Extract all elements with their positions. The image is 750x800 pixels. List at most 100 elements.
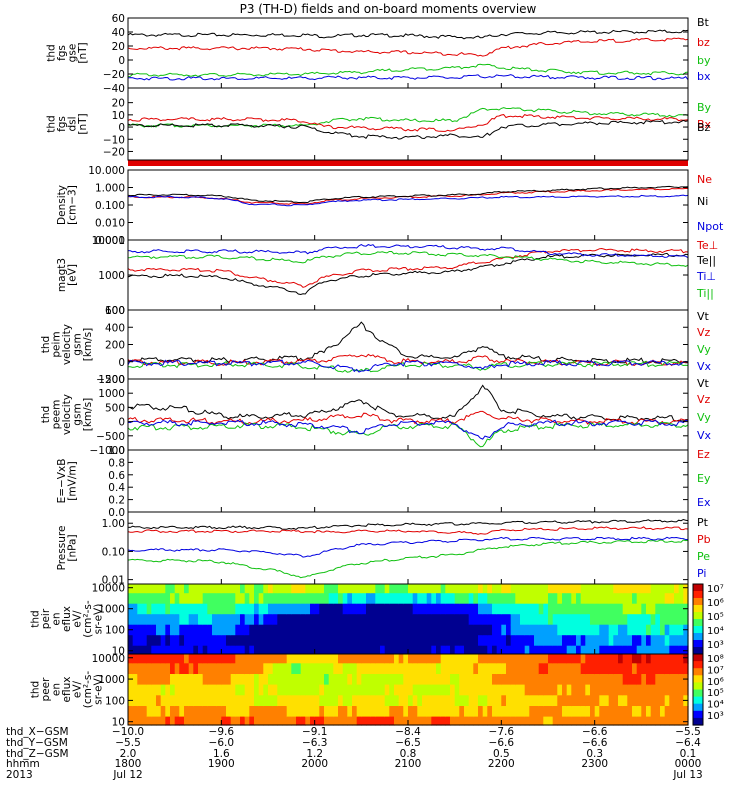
heatmap-cell [669,645,675,655]
heatmap-cell [580,716,586,726]
colorbar-segment [693,619,703,622]
heatmap-cell [338,645,344,655]
heatmap-cell [398,635,404,647]
heatmap-cell [403,593,409,605]
heatmap-cell [258,695,264,707]
heatmap-cell [590,695,596,707]
colorbar-segment [693,710,703,714]
heatmap-cell [412,684,418,696]
heatmap-cell [599,635,605,647]
heatmap-cell [282,654,288,664]
heatmap-cell [352,716,358,726]
heatmap-cell [552,684,558,696]
y-tick-label: 0.8 [108,457,125,469]
heatmap-cell [142,706,148,718]
heatmap-cell [165,684,171,696]
heatmap-cell [580,654,586,664]
series-line-Ti⊥ [127,244,689,259]
heatmap-cell [580,663,586,675]
heatmap-cell [501,635,507,647]
heatmap-cell [212,603,218,615]
heatmap-cell [165,593,171,605]
y-tick-label: −10 [103,134,125,146]
colorbar-segment [693,721,703,724]
colorbar-segment [693,687,703,691]
heatmap-cell [128,654,134,664]
heatmap-cell [370,706,376,718]
heatmap-cell [174,695,180,707]
heatmap-cell [636,584,642,594]
y-axis-label: peer [40,677,52,702]
legend-entry: Bt [697,16,710,29]
heatmap-cell [146,593,152,605]
heatmap-cell [473,684,479,696]
heatmap-cell [529,593,535,605]
heatmap-cell [310,614,316,626]
heatmap-cell [618,684,624,696]
heatmap-cell [660,614,666,626]
heatmap-cell [510,706,516,718]
heatmap-cell [403,684,409,696]
heatmap-cell [450,603,456,615]
heatmap-cell [445,635,451,647]
heatmap-cell [347,624,353,636]
heatmap-cell [184,593,190,605]
heatmap-cell [240,584,246,594]
heatmap-cell [333,624,339,636]
x-axis-value: 0.1 [680,748,697,760]
legend-entry: Pt [697,516,709,529]
heatmap-cell [300,645,306,655]
heatmap-cell [338,654,344,664]
x-axis-value: 2200 [488,758,515,770]
heatmap-cell [538,614,544,626]
heatmap-cell [422,635,428,647]
heatmap-cell [632,614,638,626]
heatmap-cell [515,684,521,696]
heatmap-cell [683,674,689,686]
heatmap-cell [660,663,666,675]
heatmap-cell [641,684,647,696]
heatmap-cell [398,684,404,696]
heatmap-cell [310,695,316,707]
heatmap-cell [235,706,241,718]
heatmap-cell [333,695,339,707]
heatmap-cell [216,684,222,696]
heatmap-cell [678,663,684,675]
heatmap-cell [174,584,180,594]
heatmap-cell [478,635,484,647]
heatmap-cell [235,684,241,696]
colorbar-segment [693,592,703,596]
heatmap-cell [188,716,194,726]
heatmap-cell [436,624,442,636]
heatmap-cell [328,663,334,675]
heatmap-cell [268,684,274,696]
heatmap-cell [501,663,507,675]
heatmap-cell [142,674,148,686]
heatmap-cell [464,706,470,718]
heatmap-cell [282,706,288,718]
heatmap-cell [146,614,152,626]
heatmap-cell [683,593,689,605]
heatmap-cell [622,635,628,647]
heatmap-cell [487,624,493,636]
panel-frame [127,309,689,380]
heatmap-cell [226,603,232,615]
heatmap-cell [440,674,446,686]
heatmap-cell [431,695,437,707]
heatmap-cell [613,654,619,664]
heatmap-cell [170,654,176,664]
heatmap-cell [454,695,460,707]
heatmap-cell [478,645,484,655]
heatmap-cell [403,654,409,664]
heatmap-cell [464,593,470,605]
heatmap-cell [221,635,227,647]
heatmap-cell [356,674,362,686]
heatmap-cell [641,695,647,707]
heatmap-cell [510,635,516,647]
heatmap-cell [240,716,246,726]
y-tick-label: 10000 [92,235,125,247]
heatmap-cell [548,716,554,726]
heatmap-cell [272,624,278,636]
heatmap-cell [473,614,479,626]
heatmap-cell [263,603,269,615]
